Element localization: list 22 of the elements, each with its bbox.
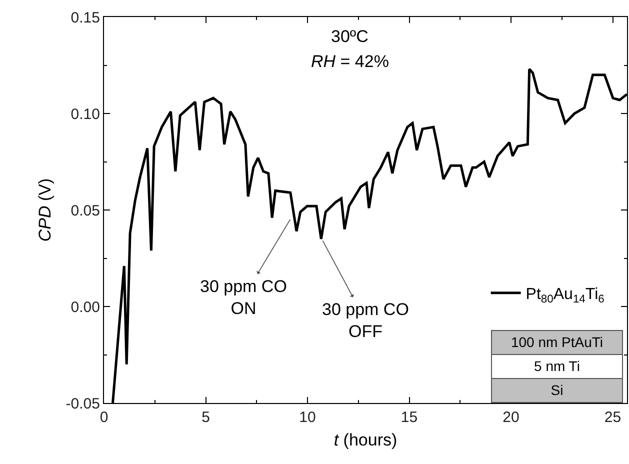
- y-tick-label: 0.00: [70, 298, 100, 316]
- y-tick-label: -0.05: [66, 395, 100, 412]
- annotation: 30 ppm CO ON: [200, 277, 287, 318]
- y-axis-title: CPD (V): [35, 178, 54, 242]
- x-tick-label: 15: [400, 409, 418, 426]
- y-tick-label: 0.10: [70, 106, 100, 123]
- annotation: 30ºC: [331, 27, 368, 46]
- annotation: RH = 42%: [311, 52, 389, 71]
- y-tick-label: 0.15: [70, 9, 100, 26]
- x-tick-label: 0: [100, 409, 108, 426]
- annotation: 30 ppm CO OFF: [322, 300, 409, 342]
- x-tick-label: 5: [202, 409, 210, 426]
- annotation: 5 nm Ti: [492, 355, 622, 379]
- annotation: Si: [492, 379, 622, 402]
- x-tick-label: 25: [604, 409, 622, 426]
- annotation: 100 nm PtAuTi: [492, 331, 622, 355]
- y-tick-label: 0.05: [70, 202, 100, 220]
- x-tick-label: 20: [502, 409, 520, 426]
- legend-label: Pt$_{80}$Au$_{14}$Ti$_{6}$: [526, 286, 604, 306]
- x-tick-label: 10: [299, 409, 316, 426]
- layer-stack: 100 nm PtAuTi 5 nm Ti Si: [491, 330, 623, 403]
- x-axis-title: t (hours): [334, 430, 398, 450]
